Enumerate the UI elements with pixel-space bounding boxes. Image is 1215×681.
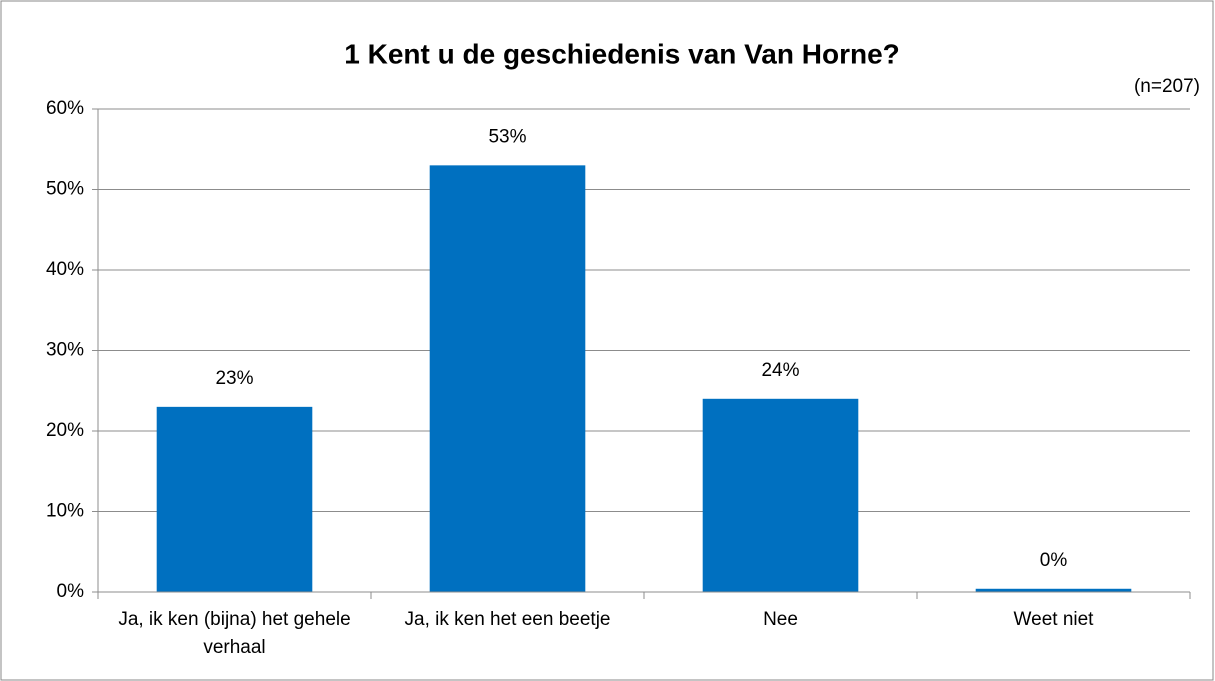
chart-title: 1 Kent u de geschiedenis van Van Horne? — [344, 38, 900, 69]
x-tick-label: Ja, ik ken (bijna) het gehele verhaal — [118, 609, 351, 658]
y-tick-label: 20% — [46, 420, 84, 441]
y-tick-label: 50% — [46, 179, 84, 200]
x-tick-label: Ja, ik ken het een beetje — [404, 609, 611, 630]
bar — [975, 588, 1132, 592]
bar — [702, 398, 859, 592]
value-label: 24% — [761, 360, 799, 381]
value-label: 23% — [215, 368, 253, 389]
x-tick-label: Nee — [763, 609, 798, 630]
y-tick-label: 10% — [46, 501, 84, 522]
value-label: 0% — [1040, 550, 1068, 571]
y-tick-label: 40% — [46, 259, 84, 280]
value-label: 53% — [488, 126, 526, 147]
x-tick-label: Weet niet — [1013, 609, 1094, 630]
y-tick-label: 30% — [46, 340, 84, 361]
chart-subtitle: (n=207) — [1134, 76, 1200, 97]
y-tick-label: 60% — [46, 98, 84, 119]
y-tick-label: 0% — [57, 581, 85, 602]
bar — [429, 165, 586, 592]
bar — [156, 406, 313, 592]
